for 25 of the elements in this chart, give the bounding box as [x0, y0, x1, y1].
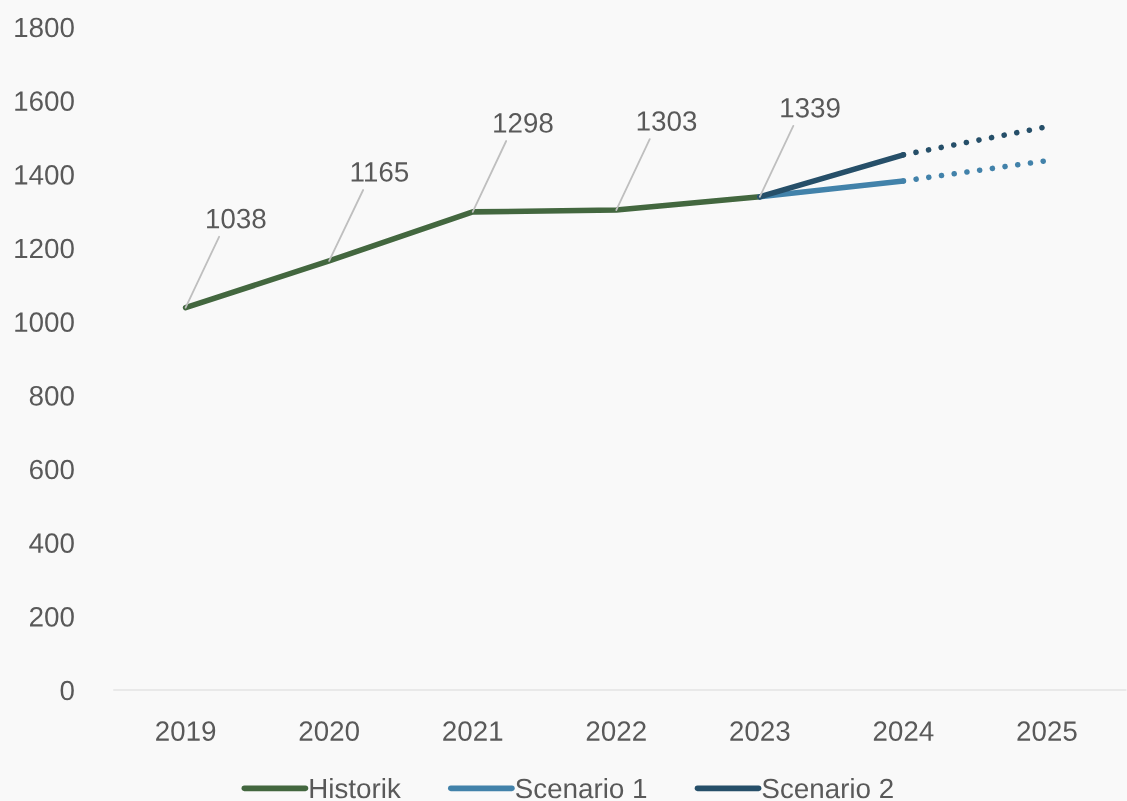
y-tick-label: 1800: [15, 17, 74, 38]
y-tick-label: 400: [29, 533, 74, 553]
y-tick-label: 1000: [15, 312, 74, 332]
y-tick-label: 600: [30, 459, 74, 480]
x-tick-label: 2020: [299, 721, 359, 741]
x-tick-label: 2019: [156, 721, 216, 741]
y-tick-label: 1400: [15, 164, 74, 185]
annotation: 1038: [207, 208, 266, 229]
x-tick-label: 2023: [730, 721, 790, 741]
annotation: 1303: [637, 111, 697, 131]
x-tick-label: 2022: [586, 721, 646, 741]
y-tick-label: 0: [60, 680, 74, 701]
y-tick-label: 1600: [15, 91, 74, 111]
y-tick-label: 800: [29, 385, 74, 406]
y-tick-label: 1200: [15, 238, 74, 259]
annotation: 1165: [351, 162, 409, 182]
y-tick-label: 200: [29, 606, 74, 627]
x-tick-label: 2025: [1017, 721, 1077, 741]
annotation: 1339: [781, 97, 840, 118]
annotation: 1298: [494, 113, 553, 133]
legend-label: Historik: [310, 777, 401, 799]
x-tick-label: 2024: [873, 721, 934, 741]
legend-label: Scenario 2: [762, 777, 893, 799]
x-tick-label: 2021: [443, 721, 503, 741]
legend-label: Scenario 1: [515, 777, 647, 799]
